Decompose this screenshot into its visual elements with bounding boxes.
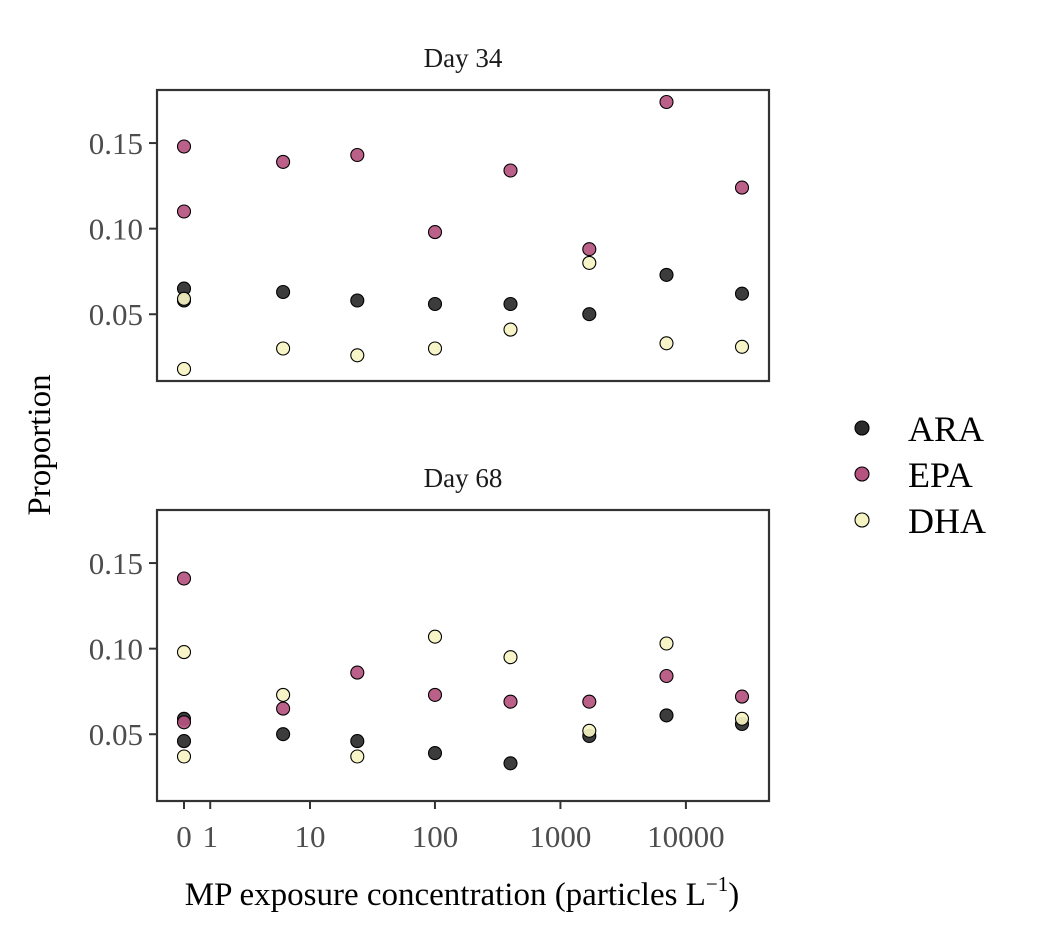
y-tick-label: 0.15 [89,126,143,161]
point-epa [176,715,192,730]
y-tick-label: 0.10 [89,632,143,667]
point-epa [276,701,291,716]
x-axis-title-superscript: −1 [706,872,728,896]
y-tick-label: 0.10 [89,212,143,247]
point-dha [176,291,192,306]
point-epa [659,668,674,684]
legend-key-epa [854,466,870,482]
panel-frame [155,508,771,803]
point-epa [427,225,443,240]
point-ara [276,284,291,300]
y-tick-label: 0.05 [89,297,143,332]
x-tick-label: 100 [412,819,459,854]
point-ara [582,307,597,322]
point-ara [503,756,518,771]
point-epa [176,139,192,154]
point-dha [276,341,291,356]
point-ara [350,734,365,749]
panel-1: Day 34 0.05 0.10 0.15 [89,43,771,383]
legend-key-ara [854,420,870,436]
point-dha [427,341,443,356]
point-epa [350,665,365,680]
x-tick-label: 1000 [529,819,591,854]
legend-key-dha [854,512,870,528]
point-dha [659,336,674,351]
legend-label-ara: ARA [908,409,984,449]
x-axis-title-main: MP exposure concentration (particles L [185,877,706,913]
point-ara [176,734,192,749]
panel-title: Day 34 [424,43,503,73]
point-ara [659,267,674,282]
point-epa [734,689,750,704]
y-tick-label: 0.15 [89,546,143,581]
legend-label-epa: EPA [908,455,973,495]
legend: ARA EPA DHA [854,409,986,541]
x-tick-label: 1 [202,819,218,854]
point-epa [176,204,192,219]
point-epa [582,242,597,257]
point-epa [503,694,518,709]
x-axis-title-end: ) [728,877,739,913]
point-ara [276,727,291,742]
point-dha [350,749,365,764]
legend-label-dha: DHA [908,501,986,541]
point-dha [659,636,674,651]
point-dha [350,348,365,363]
point-ara [659,708,674,723]
point-ara [734,286,750,301]
y-axis-title: Proportion [22,374,58,515]
point-dha [734,711,750,726]
x-axis-title: MP exposure concentration (particles L−1… [185,872,739,913]
point-ara [427,746,443,761]
point-dha [582,255,597,270]
point-dha [427,629,443,644]
point-dha [734,339,750,354]
point-epa [734,180,750,195]
point-epa [582,694,597,709]
x-axis: 0 1 10 100 1000 10000 [176,801,725,854]
x-tick-label: 0 [176,819,192,854]
point-dha [503,322,518,337]
x-tick-label: 10 [295,819,326,854]
x-tick-label: 10000 [647,819,725,854]
point-epa [427,687,443,702]
point-ara [350,293,365,308]
point-epa [503,163,518,178]
panel-2: Day 68 0.05 0.10 0.15 [89,463,771,803]
point-epa [659,94,674,110]
point-dha [503,650,518,665]
point-epa [176,571,192,586]
point-dha [176,749,192,764]
point-dha [276,687,291,702]
point-dha [176,645,192,660]
point-ara [503,296,518,312]
y-tick-label: 0.05 [89,717,143,752]
point-epa [350,147,365,163]
point-dha [582,723,597,738]
panels: Day 34 0.05 0.10 0.15 Day 68 0.05 0.10 0.15 [89,43,771,803]
point-dha [176,361,192,377]
point-ara [427,296,443,312]
panel-frame [155,88,771,383]
panel-title: Day 68 [424,463,503,493]
point-epa [276,154,291,169]
